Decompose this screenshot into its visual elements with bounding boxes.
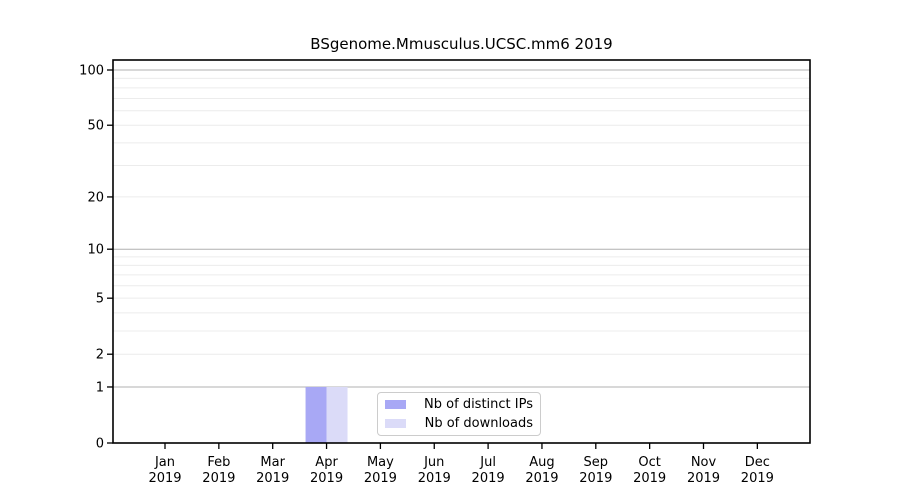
legend-label-downloads: Nb of downloads: [424, 416, 533, 431]
x-tick-label-month: Oct: [638, 455, 660, 470]
x-tick-label-year: 2019: [418, 471, 451, 486]
x-tick-label-year: 2019: [633, 471, 666, 486]
x-tick-label-year: 2019: [472, 471, 505, 486]
y-tick-label: 50: [87, 119, 104, 134]
x-tick-label-month: Apr: [315, 455, 338, 470]
y-tick-label: 100: [79, 63, 104, 78]
y-tick-label: 10: [87, 243, 104, 258]
x-tick-label-month: Nov: [691, 455, 717, 470]
y-tick-label: 5: [96, 292, 104, 307]
x-tick-label-month: May: [367, 455, 394, 470]
x-tick-label-month: Aug: [529, 455, 554, 470]
x-tick-label-month: Sep: [584, 455, 609, 470]
x-tick-label-year: 2019: [148, 471, 181, 486]
x-tick-label-year: 2019: [687, 471, 720, 486]
x-tick-label-month: Jun: [423, 455, 444, 470]
x-tick-label-year: 2019: [202, 471, 235, 486]
x-tick-label-month: Jul: [479, 455, 496, 470]
x-tick-label-year: 2019: [256, 471, 289, 486]
x-tick-label-year: 2019: [579, 471, 612, 486]
chart-title: BSgenome.Mmusculus.UCSC.mm6 2019: [310, 35, 613, 53]
legend-label-distinct-ips: Nb of distinct IPs: [424, 397, 533, 412]
x-tick-label-year: 2019: [525, 471, 558, 486]
x-tick-label-year: 2019: [741, 471, 774, 486]
y-tick-label: 20: [87, 190, 104, 205]
y-tick-label: 1: [96, 380, 104, 395]
bar-downloads: [326, 386, 348, 443]
legend-swatch-downloads: [385, 419, 406, 428]
legend-item-downloads: Nb of downloads: [385, 416, 533, 431]
x-tick-label-month: Mar: [260, 455, 285, 470]
x-tick-label-year: 2019: [310, 471, 343, 486]
x-tick-label-year: 2019: [364, 471, 397, 486]
chart-legend: Nb of distinct IPs Nb of downloads: [377, 392, 541, 436]
legend-item-distinct-ips: Nb of distinct IPs: [385, 397, 533, 412]
bar-distinct-ips: [305, 386, 327, 443]
x-tick-label-month: Jan: [154, 455, 175, 470]
y-tick-label: 0: [96, 437, 104, 452]
legend-swatch-distinct-ips: [385, 400, 406, 409]
x-tick-label-month: Feb: [207, 455, 230, 470]
x-tick-label-month: Dec: [745, 455, 770, 470]
y-tick-label: 2: [96, 348, 104, 363]
plot-border: [112, 59, 811, 444]
